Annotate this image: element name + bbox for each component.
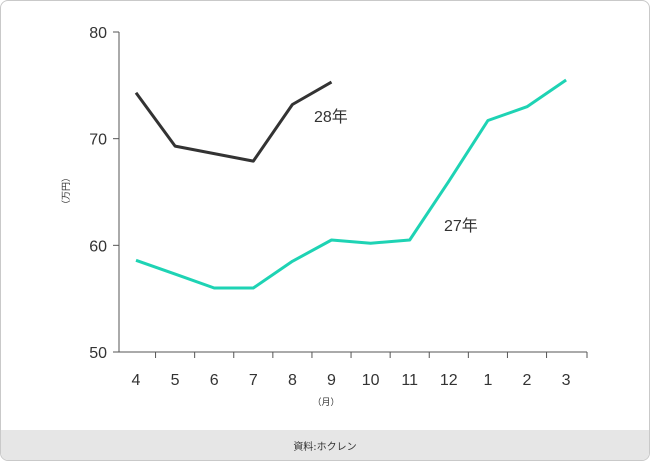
series-label-27: 27年 [444,217,478,235]
y-axis-ticks: 50 60 70 80 [89,25,119,362]
x-tick-label: 10 [362,372,380,389]
x-tick-label: 11 [401,372,418,389]
x-axis-ticks: 4 5 6 7 8 9 10 11 12 1 2 3 [132,352,588,389]
y-tick-label: 80 [89,25,107,42]
x-axis-label: （月） [312,397,339,408]
x-tick-label: 3 [562,372,571,389]
y-tick-label: 50 [89,345,107,362]
series-line-0 [134,80,333,163]
y-tick-label: 70 [89,132,107,149]
x-tick-label: 7 [249,372,258,389]
source-footer: 資料:ホクレン [1,430,649,460]
series-lines [134,78,567,290]
source-note: 資料:ホクレン [293,441,357,453]
series-line-1 [135,78,567,290]
x-tick-label: 12 [440,372,458,389]
series-label-28: 28年 [314,108,348,126]
axes [118,32,587,353]
y-tick-label: 60 [89,238,107,255]
x-tick-label: 2 [523,372,532,389]
x-tick-label: 9 [327,372,336,389]
x-tick-label: 1 [483,372,492,389]
x-tick-label: 5 [171,372,180,389]
x-tick-label: 8 [288,372,297,389]
y-axis-label: （万円） [61,173,72,209]
x-tick-label: 6 [210,372,219,389]
x-tick-label: 4 [132,372,141,389]
